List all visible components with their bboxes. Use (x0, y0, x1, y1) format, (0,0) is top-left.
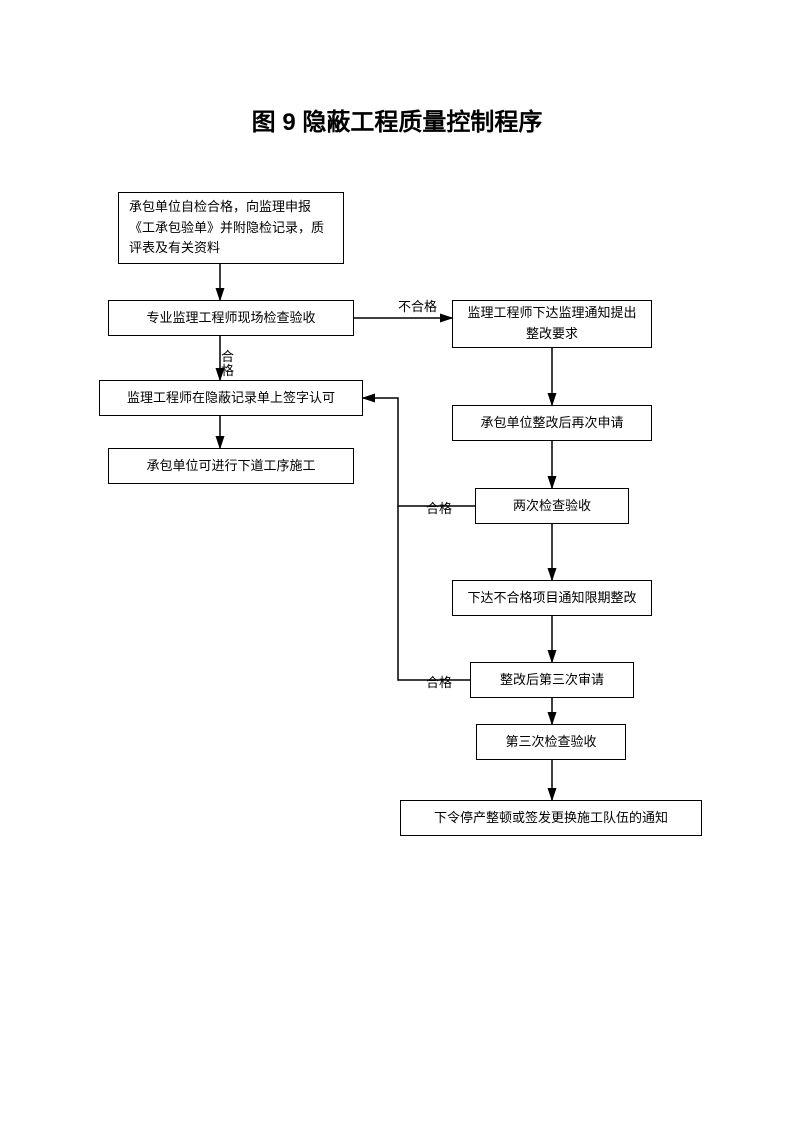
flow-node-n7: 两次检查验收 (475, 488, 629, 524)
flow-label-l_pass3: 合格 (424, 672, 454, 691)
flow-node-n9: 整改后第三次审请 (470, 662, 634, 698)
flow-label-l_fail: 不合格 (396, 296, 439, 315)
page-title: 图 9 隐蔽工程质量控制程序 (0, 102, 794, 137)
flow-label-l_pass2: 合格 (424, 498, 454, 517)
flow-node-n8: 下达不合格项目通知限期整改 (452, 580, 652, 616)
flow-label-l_pass1: 合格 (219, 350, 233, 379)
flow-node-n11: 下令停产整顿或签发更换施工队伍的通知 (400, 800, 702, 836)
flow-node-n1: 承包单位自检合格，向监理申报《工承包验单》并附隐检记录，质评表及有关资料 (118, 192, 344, 264)
flow-node-n2: 专业监理工程师现场检查验收 (108, 300, 354, 336)
flow-node-n6: 承包单位整改后再次申请 (452, 405, 652, 441)
flow-node-n5: 监理工程师下达监理通知提出整改要求 (452, 300, 652, 348)
flow-node-n10: 第三次检查验收 (476, 724, 626, 760)
flow-node-n4: 承包单位可进行下道工序施工 (108, 448, 354, 484)
flowchart-connectors (0, 0, 794, 1123)
flow-node-n3: 监理工程师在隐蔽记录单上签字认可 (99, 380, 363, 416)
